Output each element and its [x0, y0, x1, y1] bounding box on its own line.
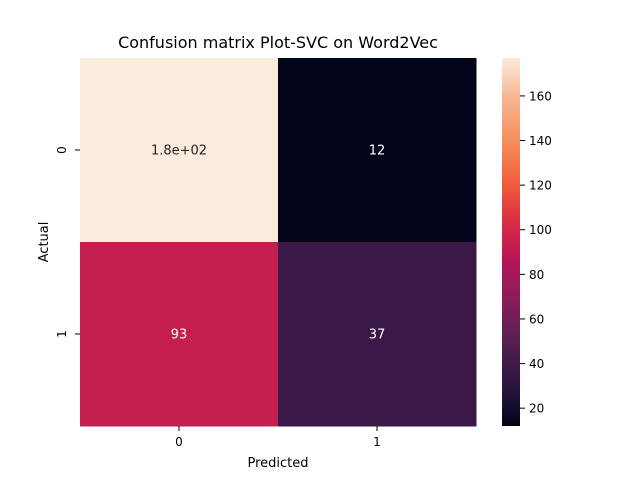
- y-axis: 01: [55, 146, 80, 338]
- colorbar-tick-label: 100: [529, 223, 552, 237]
- cell-annotation: 37: [369, 328, 386, 343]
- x-axis-label: Predicted: [247, 456, 308, 471]
- x-tick-label: 1: [373, 435, 381, 449]
- cell-annotation: 12: [369, 144, 386, 159]
- heatmap-cell: [80, 58, 279, 243]
- colorbar-tick-label: 20: [529, 402, 544, 416]
- cell-annotation: 1.8e+02: [151, 144, 207, 159]
- colorbar-tick-label: 60: [529, 312, 544, 326]
- heatmap-cell: [80, 242, 279, 427]
- y-axis-label: Actual: [37, 222, 52, 263]
- colorbar-tick-label: 80: [529, 268, 544, 282]
- colorbar: 20 40 60 80 100 120 140 160: [502, 58, 552, 426]
- colorbar-tick-label: 120: [529, 179, 552, 193]
- x-tick-label: 0: [175, 435, 183, 449]
- colorbar-tick-label: 40: [529, 357, 544, 371]
- heatmap-cell: [278, 58, 477, 243]
- colorbar-tick-label: 160: [529, 89, 552, 103]
- cell-annotation: 93: [171, 328, 188, 343]
- heatmap-cells: 1.8e+02 12 93 37: [80, 58, 477, 427]
- chart-title: Confusion matrix Plot-SVC on Word2Vec: [118, 33, 438, 52]
- y-tick-label: 0: [55, 146, 69, 154]
- colorbar-gradient: [502, 58, 520, 426]
- colorbar-tick-label: 140: [529, 134, 552, 148]
- y-tick-label: 1: [55, 330, 69, 338]
- heatmap-cell: [278, 242, 477, 427]
